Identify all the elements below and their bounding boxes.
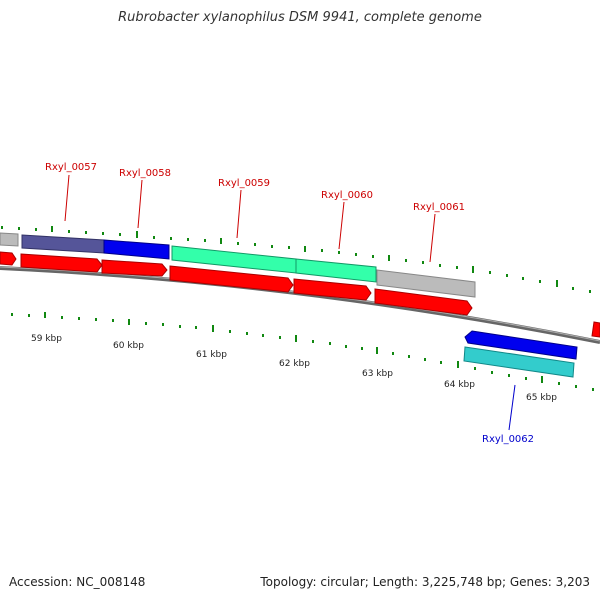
gene-label-rxyl-0060[interactable]: Rxyl_0060 bbox=[321, 190, 373, 201]
topology-text: Topology: circular; Length: 3,225,748 bp… bbox=[260, 575, 590, 589]
scale-ticks-lower bbox=[11, 312, 594, 391]
gene-arrow-blue[interactable] bbox=[464, 330, 578, 360]
genome-backbone-highlight bbox=[0, 266, 600, 342]
gene-arrow-red-3[interactable] bbox=[169, 265, 294, 293]
gene-label-rxyl-0061[interactable]: Rxyl_0061 bbox=[413, 202, 465, 213]
scale-label-59kbp: 59 kbp bbox=[31, 334, 62, 344]
leader-rxyl-0061 bbox=[429, 213, 436, 263]
gene-bar-rxyl-0060[interactable] bbox=[295, 258, 377, 283]
gene-arrow-red-2[interactable] bbox=[101, 259, 168, 277]
gene-bar-rxyl-0062[interactable] bbox=[463, 346, 575, 378]
gene-arrow-red-right[interactable] bbox=[591, 321, 600, 338]
scale-label-65kbp: 65 kbp bbox=[526, 393, 557, 403]
scale-label-64kbp: 64 kbp bbox=[444, 380, 475, 390]
scale-label-63kbp: 63 kbp bbox=[362, 369, 393, 379]
scale-label-62kbp: 62 kbp bbox=[279, 359, 310, 369]
gene-labels: Rxyl_0057 Rxyl_0058 Rxyl_0059 Rxyl_0060 … bbox=[45, 162, 534, 445]
gene-bar-rxyl-0061[interactable] bbox=[376, 269, 476, 298]
gene-label-rxyl-0059[interactable]: Rxyl_0059 bbox=[218, 178, 270, 189]
leader-rxyl-0059 bbox=[236, 189, 242, 239]
leader-rxyl-0062 bbox=[508, 384, 516, 431]
gene-bar-gray-left[interactable] bbox=[0, 232, 19, 247]
accession-text: Accession: NC_008148 bbox=[9, 575, 146, 589]
gene-track-red bbox=[0, 251, 600, 338]
gene-bar-rxyl-0058[interactable] bbox=[103, 239, 170, 260]
scale-label-61kbp: 61 kbp bbox=[196, 350, 227, 360]
gene-label-rxyl-0058[interactable]: Rxyl_0058 bbox=[119, 168, 171, 179]
scale-labels: 59 kbp 60 kbp 61 kbp 62 kbp 63 kbp 64 kb… bbox=[31, 334, 557, 403]
gene-arrow-red-1[interactable] bbox=[20, 253, 103, 273]
scale-label-60kbp: 60 kbp bbox=[113, 341, 144, 351]
gene-bar-rxyl-0057[interactable] bbox=[21, 234, 105, 254]
gene-arrow-red-4[interactable] bbox=[293, 278, 372, 301]
gene-track-lower bbox=[463, 330, 578, 378]
scale-ticks-upper bbox=[1, 226, 591, 293]
leader-rxyl-0057 bbox=[64, 174, 70, 222]
gene-track-upper bbox=[0, 232, 476, 298]
gene-label-rxyl-0057[interactable]: Rxyl_0057 bbox=[45, 162, 97, 173]
leader-rxyl-0060 bbox=[338, 201, 345, 250]
label-leaders bbox=[64, 174, 516, 431]
genome-title: Rubrobacter xylanophilus DSM 9941, compl… bbox=[118, 10, 482, 25]
leader-rxyl-0058 bbox=[137, 179, 143, 229]
gene-label-rxyl-0062[interactable]: Rxyl_0062 bbox=[482, 434, 534, 445]
gene-arrow-red-left[interactable] bbox=[0, 251, 17, 266]
gene-arrow-red-5[interactable] bbox=[374, 288, 473, 316]
